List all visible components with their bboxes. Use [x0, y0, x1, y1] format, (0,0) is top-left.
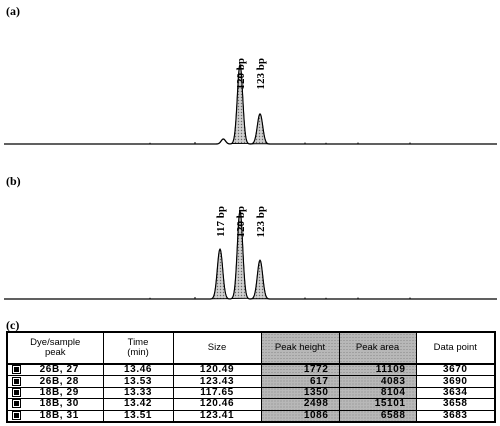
peak-120bp	[230, 210, 250, 299]
table-body: 26B, 27 13.46 120.49 1772 11109 3670 26B, 28 13…	[6, 364, 496, 422]
cell-size: 123.41	[172, 410, 262, 422]
table-row: 18B, 31 13.51 123.41 1086 6588 3683	[6, 409, 496, 422]
peak-117bp	[211, 248, 230, 300]
cell-data-point: 3683	[415, 410, 496, 422]
cell-peak-area: 8104	[338, 387, 417, 400]
cell-time: 13.53	[102, 375, 174, 388]
header-dye-line1: Dye/sample	[30, 337, 81, 348]
row-marker-icon	[12, 365, 21, 375]
row-marker-icon	[12, 376, 21, 386]
header-dye-sample-peak: Dye/sample peak	[6, 332, 104, 365]
cell-data-point: 3690	[415, 375, 496, 388]
row-marker-cell	[6, 410, 21, 422]
cell-peak-height: 1772	[260, 364, 340, 377]
cell-data-point: 3670	[415, 364, 496, 377]
cell-peak-area: 6588	[338, 410, 417, 422]
row-marker-icon	[12, 399, 21, 409]
row-marker-cell	[6, 375, 21, 388]
cell-size: 117.65	[172, 387, 262, 400]
header-data-point: Data point	[415, 332, 496, 365]
cell-size: 120.46	[172, 398, 262, 411]
cell-data-point: 3634	[415, 387, 496, 400]
cell-peak-height: 1086	[260, 410, 340, 422]
row-marker-cell	[6, 364, 21, 377]
cell-dye-sample-peak: 26B, 28	[16, 375, 104, 388]
row-marker-cell	[6, 398, 21, 411]
row-marker-cell	[6, 387, 21, 400]
table-row: 18B, 30 13.42 120.46 2498 15101 3658	[6, 398, 496, 411]
cell-peak-area: 4083	[338, 375, 417, 388]
cell-dye-sample-peak: 18B, 30	[16, 398, 104, 411]
table-row: 26B, 27 13.46 120.49 1772 11109 3670	[6, 364, 496, 377]
peak-label-120bp: 120 bp	[235, 58, 247, 90]
cell-peak-height: 617	[260, 375, 340, 388]
peak-label-120bp: 120 bp	[235, 206, 247, 238]
header-peak-height: Peak height	[260, 332, 340, 365]
cell-size: 123.43	[172, 375, 262, 388]
electropherogram-b: 117 bp 120 bp 123 bp	[4, 206, 497, 300]
table-header-row: Dye/sample peak Time (min) Size Peak hei…	[6, 332, 496, 365]
header-dye-line2: peak	[44, 347, 66, 358]
row-marker-icon	[12, 387, 21, 397]
cell-time: 13.51	[102, 410, 174, 422]
cell-peak-area: 11109	[338, 364, 417, 377]
table-row: 26B, 28 13.53 123.43 617 4083 3690	[6, 375, 496, 388]
header-time-line2: (min)	[127, 347, 149, 358]
panel-c-label: (c)	[6, 318, 20, 332]
header-size: Size	[172, 332, 262, 365]
peak-label-123bp: 123 bp	[255, 206, 267, 238]
peak-label-117bp: 117 bp	[215, 206, 227, 237]
peak-label-123bp: 123 bp	[255, 58, 267, 90]
panel-b-label: (b)	[6, 174, 21, 188]
cell-time: 13.42	[102, 398, 174, 411]
cell-peak-area: 15101	[338, 398, 417, 411]
trace-line	[4, 209, 497, 300]
cell-dye-sample-peak: 26B, 27	[16, 364, 104, 377]
peak-123bp	[251, 113, 269, 145]
peak-table-container: Dye/sample peak Time (min) Size Peak hei…	[6, 331, 497, 423]
cell-time: 13.46	[102, 364, 174, 377]
cell-dye-sample-peak: 18B, 29	[16, 387, 104, 400]
header-time: Time (min)	[102, 332, 174, 365]
header-time-line1: Time	[127, 337, 149, 348]
table-row: 18B, 29 13.33 117.65 1350 8104 3634	[6, 387, 496, 400]
row-marker-icon	[12, 410, 21, 420]
electropherogram-a: 120 bp 123 bp	[4, 58, 497, 145]
trace-line	[4, 63, 497, 145]
peak-120bp	[230, 63, 250, 145]
peak-table: Dye/sample peak Time (min) Size Peak hei…	[6, 331, 497, 423]
cell-time: 13.33	[102, 387, 174, 400]
cell-size: 120.49	[172, 364, 262, 377]
cell-peak-height: 2498	[260, 398, 340, 411]
header-peak-area: Peak area	[338, 332, 417, 365]
cell-dye-sample-peak: 18B, 31	[39, 409, 79, 421]
peak-123bp	[251, 259, 269, 300]
cell-peak-height: 1350	[260, 387, 340, 400]
cell-data-point: 3658	[415, 398, 496, 411]
panel-a-label: (a)	[6, 4, 20, 18]
